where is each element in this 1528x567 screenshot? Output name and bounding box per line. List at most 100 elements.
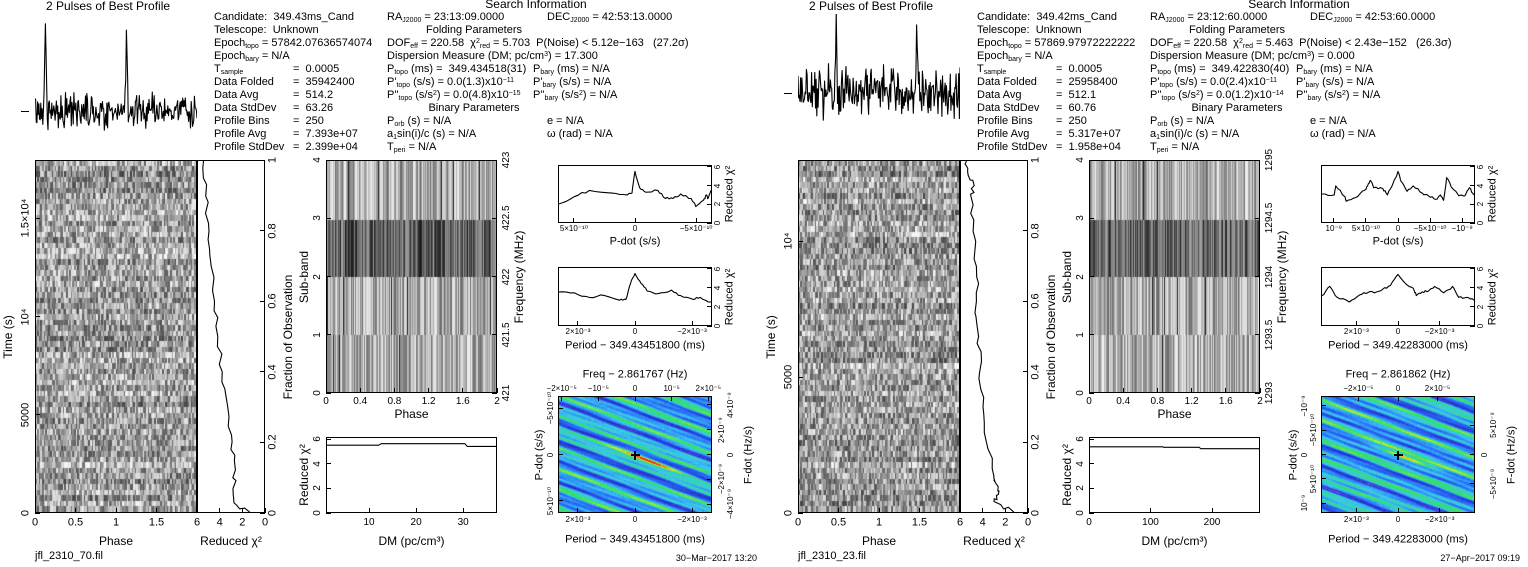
dm-plot	[1089, 437, 1260, 513]
tick-mark	[634, 396, 636, 401]
tick-label: 4×10⁻⁹	[726, 391, 735, 418]
text-segment: Data StdDev	[214, 102, 277, 114]
tick-label: 0	[632, 515, 638, 524]
tick-label: 5000	[782, 364, 795, 390]
period-plot	[1321, 267, 1475, 326]
tick-mark	[1397, 396, 1399, 401]
chi-vs-time-curve	[202, 161, 251, 512]
tick-mark	[1365, 218, 1367, 223]
y2-axis-title: Reduced χ²	[1486, 165, 1499, 223]
info-value: = 5.317e+07	[1056, 128, 1121, 140]
text-segment: P'	[1150, 76, 1160, 88]
tick-mark	[597, 396, 599, 401]
tick-label: 2	[312, 273, 323, 280]
x-axis-title: Reduced χ²	[200, 534, 262, 548]
y2-axis-title: Reduced χ²	[723, 268, 736, 325]
tick-mark	[707, 478, 712, 480]
period-curve	[559, 272, 711, 303]
text-segment: Candidate: 349.42ms_Cand	[977, 11, 1118, 23]
chi-vs-time-curve-svg	[964, 161, 1015, 512]
text-segment: P	[1296, 63, 1304, 75]
tick-label: 1.5	[911, 516, 928, 529]
tick-mark	[573, 218, 575, 223]
time-phase-plot	[798, 160, 960, 513]
tick-label: 0.4	[1116, 396, 1131, 407]
text-segment: (s/s	[412, 89, 433, 101]
info-line: Data Avg	[214, 89, 258, 101]
info-line: Dispersion Measure (DM; pc/cm3) = 0.000	[1150, 50, 1355, 62]
text-segment: e = N/A	[1310, 115, 1347, 127]
tick-label: −2×10⁻³	[1424, 327, 1455, 336]
tick-mark	[260, 512, 265, 514]
info-line: Data Folded	[214, 76, 274, 88]
tick-mark	[1429, 218, 1431, 223]
info-line: DECJ2000 = 42:53:60.0000	[1310, 11, 1435, 24]
tick-mark	[691, 508, 693, 513]
tick-label: 4	[713, 183, 722, 188]
text-segment: T	[214, 63, 221, 75]
profile-curve	[798, 14, 960, 121]
tick-label: 0.2	[1029, 434, 1042, 451]
tick-label: 2	[1476, 202, 1485, 207]
subscript: orb	[1157, 120, 1168, 128]
info-line: Data StdDev	[977, 102, 1039, 114]
dm-curve	[327, 443, 496, 447]
section-heading: Folding Parameters	[1189, 24, 1285, 36]
subband-image	[327, 161, 496, 392]
search-information-title: Search Information	[485, 0, 587, 11]
profile-error-bar-marker	[21, 110, 29, 112]
tick-mark	[260, 159, 265, 161]
text-segment: P''	[1150, 89, 1162, 101]
tick-label: 0	[1395, 384, 1401, 393]
profile-curve	[35, 23, 197, 131]
text-segment: Data StdDev	[977, 102, 1040, 114]
text-segment: DOF	[1150, 37, 1174, 49]
tick-label: 4	[312, 461, 323, 467]
tick-mark	[634, 218, 636, 223]
tick-mark	[1470, 483, 1475, 485]
tick-mark	[1470, 306, 1475, 308]
tick-mark	[1470, 203, 1475, 205]
tick-label: 4	[979, 516, 986, 529]
profile-plot	[35, 14, 197, 145]
text-segment: = 42:53:13.0000	[589, 11, 673, 23]
tick-mark	[1122, 388, 1124, 393]
plot-title: 2 Pulses of Best Profile	[808, 0, 934, 13]
tick-mark	[241, 508, 243, 513]
tick-mark	[1023, 159, 1028, 161]
text-segment: (s/s) = N/A	[1319, 76, 1375, 88]
tick-mark	[326, 334, 331, 336]
text-segment: = 5.703 P(Noise) < 5.12e−163 (27.2σ)	[490, 37, 689, 49]
text-segment: Epoch	[977, 37, 1009, 49]
tick-label: 0.2	[266, 434, 279, 451]
tick-label: 1	[312, 331, 323, 338]
tick-mark	[462, 508, 464, 513]
y2-axis-title: F-dot (Hz/s)	[742, 425, 755, 484]
tick-label: 0	[632, 224, 638, 233]
tick-label: 1.2	[421, 396, 436, 407]
tick-label: 3	[312, 215, 323, 222]
tick-label: 5×10⁻⁹	[1489, 412, 1498, 439]
text-segment: ) = 0.0(4.8)x10	[436, 89, 509, 101]
tick-label: 0	[19, 509, 32, 517]
info-value: = 512.1	[1056, 89, 1097, 101]
info-line: a1sin(i)/c (s) = N/A	[387, 128, 476, 141]
tick-label: 1294	[1264, 265, 1275, 288]
tick-mark	[35, 414, 40, 416]
x-axis-title: Period − 349.42283000 (ms)	[1328, 339, 1468, 352]
subscript: bary	[245, 55, 259, 63]
tick-label: −5×10⁻¹⁰	[1413, 224, 1447, 233]
tick-mark	[1088, 388, 1090, 393]
info-value: = 1.958e+04	[1056, 141, 1121, 153]
period-curve-svg	[1322, 273, 1474, 303]
info-line: P''bary (s/s2) = N/A	[533, 89, 617, 102]
info-value: = 250	[293, 115, 324, 127]
tick-label: 1.2	[1184, 396, 1199, 407]
tick-mark	[1255, 276, 1260, 277]
tick-label: 0	[546, 452, 555, 457]
tick-mark	[1358, 396, 1359, 401]
text-segment: DEC	[1310, 11, 1334, 23]
info-line: Tsample	[214, 63, 243, 76]
chi-vs-time-plot	[197, 160, 265, 513]
text-segment: = N/A	[405, 141, 437, 153]
